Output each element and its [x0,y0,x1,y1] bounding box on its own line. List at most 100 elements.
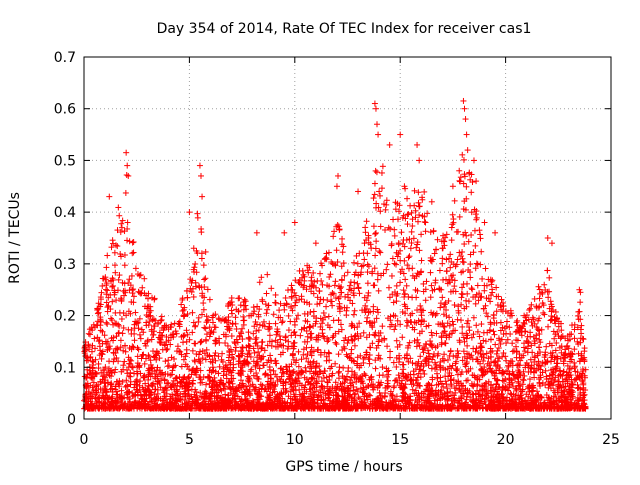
data-point [418,231,424,237]
data-point [422,219,428,225]
data-point [379,170,385,176]
data-point [302,365,308,371]
data-point [189,310,195,316]
data-point [509,340,515,346]
data-point [372,191,378,197]
data-point [104,253,110,259]
data-point [490,328,496,334]
data-point [409,229,415,235]
data-point [150,332,156,338]
data-point [336,364,342,370]
data-point [122,252,128,258]
data-point [190,348,196,354]
data-point [112,310,118,316]
data-point [377,193,383,199]
data-point [428,330,434,336]
data-point [232,348,238,354]
data-point [459,284,465,290]
data-point [361,256,367,262]
data-point [510,348,516,354]
data-point [385,378,391,384]
data-point [302,311,308,317]
data-point [376,288,382,294]
data-point [468,189,474,195]
data-point [582,345,588,351]
data-point [365,269,371,275]
data-point [314,278,320,284]
data-point [363,372,369,378]
data-point [489,277,495,283]
data-point [273,292,279,298]
data-point [419,258,425,264]
data-point [360,356,366,362]
data-point [256,327,262,333]
data-point [263,290,269,296]
data-point [514,319,520,325]
data-point [292,329,298,335]
data-point [261,319,267,325]
data-point [380,163,386,169]
data-point [384,197,390,203]
data-point [439,255,445,261]
data-point [439,261,445,267]
data-point [396,240,402,246]
data-point [129,287,135,293]
data-point [404,283,410,289]
data-point [351,312,357,318]
data-point [199,255,205,261]
data-point [162,358,168,364]
data-point [401,287,407,293]
data-point [334,341,340,347]
data-point [112,367,118,373]
data-point [521,344,527,350]
data-point [123,190,129,196]
data-point [463,184,469,190]
data-point [406,253,412,259]
data-point [468,232,474,238]
data-point [335,370,341,376]
data-point [391,299,397,305]
data-point [514,355,520,361]
data-point [481,288,487,294]
data-point [398,269,404,275]
data-point [142,361,148,367]
data-point [252,336,258,342]
data-point [544,268,550,274]
data-point [251,304,257,310]
data-point [199,338,205,344]
data-point [118,337,124,343]
data-point [453,366,459,372]
data-point [377,250,383,256]
data-point [254,339,260,345]
data-point [433,247,439,253]
data-point [339,277,345,283]
data-point [455,348,461,354]
data-point [197,339,203,345]
data-point [432,250,438,256]
data-point [112,262,118,268]
data-point [345,269,351,275]
data-point [421,189,427,195]
data-point [558,334,564,340]
data-point [402,276,408,282]
data-point [341,273,347,279]
data-point [361,330,367,336]
data-point [191,245,197,251]
data-point [259,297,265,303]
data-point [459,324,465,330]
data-point [477,344,483,350]
data-point [276,307,282,313]
data-point [86,331,92,337]
data-point [104,321,110,327]
data-point [430,228,436,234]
data-point [485,314,491,320]
data-point [236,295,242,301]
data-point [310,270,316,276]
data-point [296,349,302,355]
data-point [229,311,235,317]
data-point [266,303,272,309]
data-point [195,215,201,221]
data-point [428,294,434,300]
data-point [452,198,458,204]
